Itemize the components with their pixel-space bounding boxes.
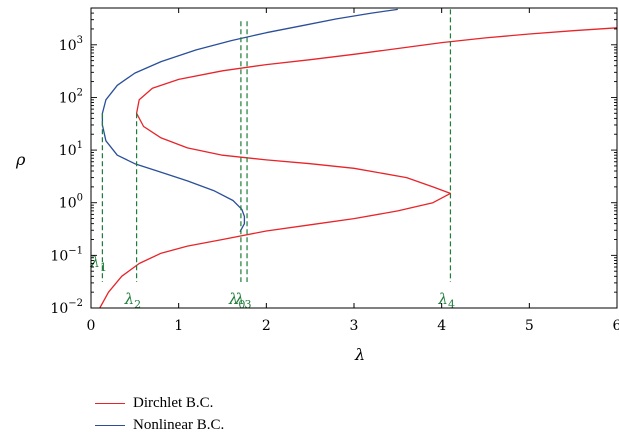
- y-axis-label: ρ: [15, 150, 26, 169]
- legend-item-nonlinear: Nonlinear B.C.: [95, 414, 224, 436]
- y-tick-label-5: 103: [59, 35, 83, 54]
- legend-label-nonlinear: Nonlinear B.C.: [133, 416, 225, 433]
- y-tick-label-0: 10−2: [50, 298, 83, 317]
- series-line-1: [101, 8, 398, 233]
- plot-frame: [90, 7, 618, 309]
- x-tick-label-5: 5: [525, 318, 534, 334]
- legend-swatch-nonlinear: [95, 424, 125, 426]
- x-tick-label-3: 3: [350, 318, 359, 334]
- y-tick-label-3: 101: [59, 140, 83, 159]
- legend-label-dirichlet: Dirchlet B.C.: [133, 394, 214, 411]
- series-line-0: [99, 27, 617, 308]
- y-tick-label-1: 10−1: [50, 245, 83, 264]
- x-axis-label: λ: [354, 345, 365, 364]
- legend-item-dirichlet: Dirchlet B.C.: [95, 392, 224, 414]
- legend-swatch-dirichlet: [95, 402, 125, 404]
- x-tick-label-6: 6: [613, 318, 619, 334]
- y-tick-label-4: 102: [59, 87, 83, 106]
- legend: Dirchlet B.C. Nonlinear B.C.: [95, 392, 224, 436]
- x-tick-label-0: 0: [87, 318, 96, 334]
- x-tick-label-2: 2: [262, 318, 271, 334]
- y-tick-label-2: 100: [59, 193, 83, 212]
- series-layer: [99, 8, 617, 308]
- x-tick-label-1: 1: [174, 318, 183, 334]
- x-tick-label-4: 4: [437, 318, 446, 334]
